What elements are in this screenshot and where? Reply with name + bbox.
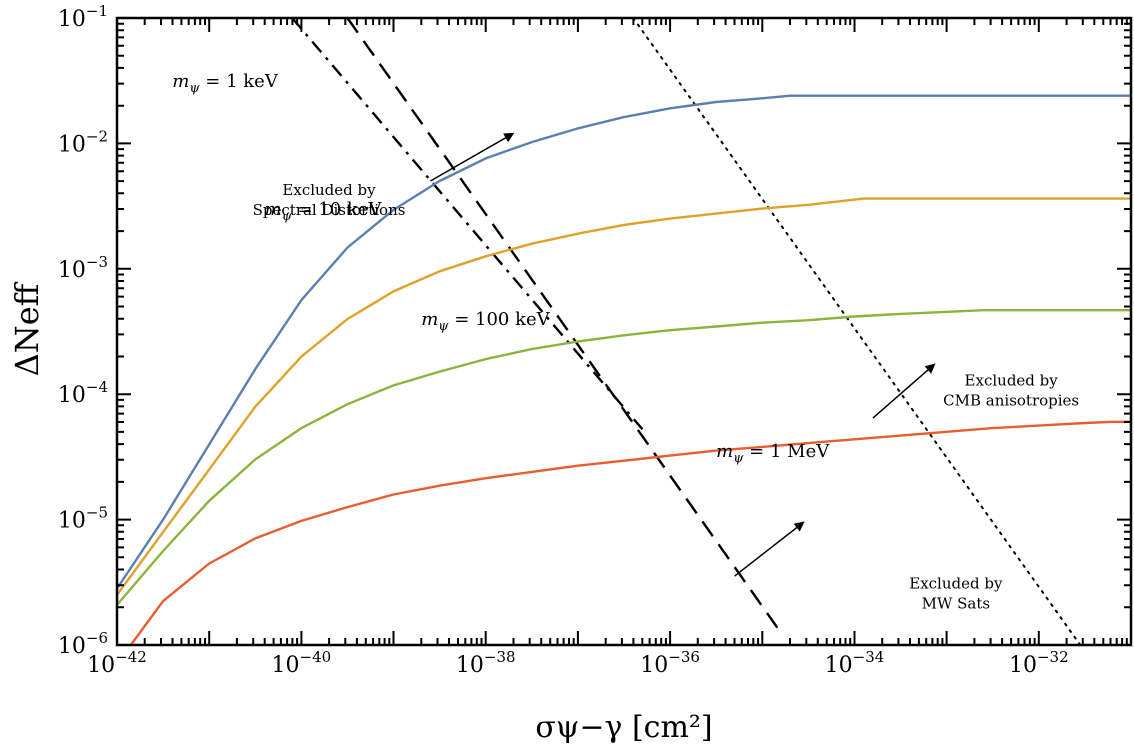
axis-labels: σψ−γ [cm²] ΔNeff bbox=[8, 281, 713, 745]
y-axis-label: ΔNeff bbox=[8, 281, 46, 376]
y-tick-label-2: 10−3 bbox=[58, 253, 108, 283]
series-label-0: mψ = 1 keV bbox=[172, 71, 279, 96]
x-axis-label: σψ−γ [cm²] bbox=[535, 710, 712, 745]
plot-frame bbox=[115, 16, 1133, 647]
arrow-cmb-anisotropies bbox=[872, 363, 936, 419]
x-tick-label-2: 10−38 bbox=[456, 648, 516, 678]
annotations-layer: Excluded by Spectral Distortions Excluded … bbox=[253, 132, 1079, 613]
bound-line-spectral-distortions bbox=[291, 17, 644, 431]
series-layer: mψ = 1 keV mψ = 10 keV mψ = 100 keV mψ = 1 … bbox=[116, 71, 1131, 646]
y-tick-label-0: 10−1 bbox=[58, 2, 108, 32]
annotation-cmb-anisotropies: Excluded by CMB anisotropies bbox=[943, 371, 1079, 409]
series-label-2: mψ = 100 keV bbox=[421, 309, 550, 334]
tick-marks bbox=[116, 18, 1131, 646]
y-tick-label-1: 10−2 bbox=[58, 127, 108, 157]
exclusion-bounds bbox=[291, 17, 1082, 646]
bound-line-cmb-anisotropies bbox=[632, 17, 1082, 646]
y-tick-label-5: 10−6 bbox=[58, 629, 108, 659]
series-line-1 bbox=[116, 197, 1131, 596]
y-tick-label-3: 10−4 bbox=[58, 378, 108, 408]
x-tick-label-0: 10−42 bbox=[87, 648, 147, 678]
x-tick-label-5: 10−32 bbox=[1009, 648, 1069, 678]
bound-line-mw-sats bbox=[346, 17, 782, 634]
annotation-mw-sats: Excluded by MW Sats bbox=[909, 575, 1003, 613]
series-label-1: mψ = 10 keV bbox=[264, 199, 382, 224]
arrow-mw-sats bbox=[734, 521, 805, 577]
series-line-2 bbox=[116, 309, 1131, 606]
x-tick-label-3: 10−36 bbox=[640, 648, 700, 678]
ticks-layer bbox=[116, 18, 1131, 646]
annotation-spectral-distortions: Excluded by Spectral Distortions bbox=[253, 181, 406, 219]
series-label-3: mψ = 1 MeV bbox=[716, 441, 830, 466]
series-line-0 bbox=[116, 94, 1131, 590]
x-tick-label-4: 10−34 bbox=[825, 648, 885, 678]
x-tick-label-1: 10−40 bbox=[272, 648, 332, 678]
series-line-3 bbox=[129, 420, 1131, 646]
tick-labels: 10−42 10−40 10−38 10−36 10−34 10−32 10−1 10−2 10… bbox=[58, 2, 1069, 678]
y-tick-label-4: 10−5 bbox=[58, 504, 108, 534]
arrow-spectral-distortions bbox=[430, 132, 515, 182]
